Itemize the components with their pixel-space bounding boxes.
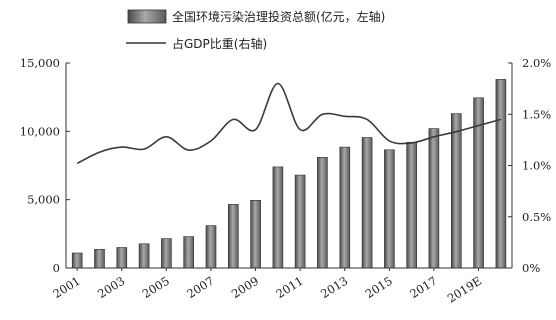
left-tick-label: 10,000 bbox=[20, 124, 60, 138]
x-tick-label: 2015 bbox=[363, 274, 395, 301]
x-tick-label: 2003 bbox=[95, 274, 127, 301]
investment-bar bbox=[384, 149, 395, 269]
x-tick-label: 2005 bbox=[140, 274, 172, 301]
investment-bar bbox=[473, 97, 484, 269]
investment-bar bbox=[361, 137, 373, 269]
right-tick-label: 0% bbox=[522, 261, 540, 275]
investment-bar bbox=[272, 166, 284, 269]
left-tick-label: 0 bbox=[53, 261, 60, 275]
investment-bar bbox=[228, 204, 239, 269]
investment-bar bbox=[205, 225, 217, 269]
legend: 全国环境污染治理投资总额(亿元，左轴) 占GDP比重(右轴) bbox=[126, 9, 385, 51]
gdp-share-line bbox=[76, 82, 502, 165]
left-tick-label: 5,000 bbox=[27, 193, 60, 207]
x-axis: 2001 2003 2005 2007 2009 2011 2013 2015 2017 2019… bbox=[50, 267, 512, 306]
gdp-share-line-path bbox=[76, 82, 502, 165]
x-tick-label: 2011 bbox=[273, 274, 305, 301]
legend-line-label: 占GDP比重(右轴) bbox=[172, 36, 267, 51]
legend-bar-label: 全国环境污染治理投资总额(亿元，左轴) bbox=[172, 9, 385, 24]
investment-bar bbox=[138, 243, 150, 269]
investment-bar bbox=[183, 236, 194, 269]
investment-bar bbox=[428, 128, 440, 269]
left-axis: 0 5,000 10,000 15,000 bbox=[20, 56, 70, 275]
investment-bar bbox=[94, 249, 105, 269]
x-tick-label: 2019E bbox=[445, 274, 484, 306]
investment-bar bbox=[71, 252, 83, 269]
investment-bar bbox=[317, 157, 328, 269]
investment-bar bbox=[161, 238, 172, 269]
investment-bar bbox=[450, 113, 462, 269]
right-tick-label: 1.0% bbox=[522, 159, 551, 173]
x-tick-label: 2009 bbox=[229, 274, 261, 301]
investment-bar bbox=[406, 142, 418, 269]
x-tick-label: 2017 bbox=[407, 274, 439, 301]
x-tick-label: 2007 bbox=[184, 274, 216, 301]
right-tick-label: 0.5% bbox=[522, 210, 551, 224]
investment-bar bbox=[250, 200, 261, 269]
x-tick-label: 2013 bbox=[318, 274, 350, 301]
investment-bar bbox=[495, 79, 507, 269]
investment-bar bbox=[294, 174, 306, 269]
left-tick-label: 15,000 bbox=[20, 56, 60, 70]
investment-bar bbox=[339, 146, 351, 269]
investment-bar bbox=[116, 247, 128, 269]
right-axis: 0% 0.5% 1.0% 1.5% 2.0% bbox=[508, 56, 551, 275]
bars bbox=[71, 79, 507, 269]
right-tick-label: 2.0% bbox=[522, 56, 551, 70]
x-tick-label: 2001 bbox=[50, 274, 82, 301]
legend-bar-swatch bbox=[127, 9, 167, 24]
right-tick-label: 1.5% bbox=[522, 107, 551, 121]
